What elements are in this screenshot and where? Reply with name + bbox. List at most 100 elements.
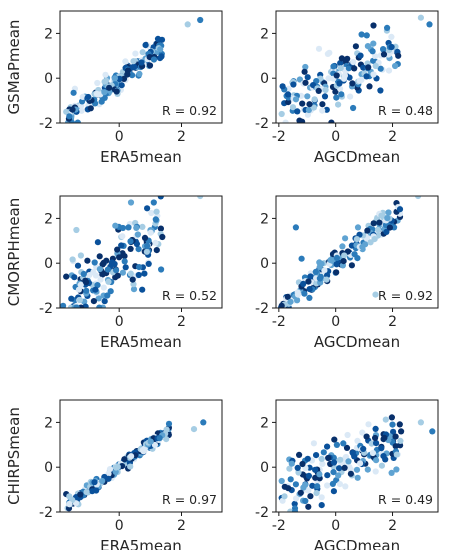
scatter-point	[383, 228, 390, 235]
scatter-point	[288, 460, 295, 467]
scatter-point	[305, 106, 312, 114]
scatter-point	[298, 255, 305, 262]
scatter-point	[392, 433, 399, 440]
scatter-point	[74, 262, 82, 269]
scatter-point	[286, 465, 293, 472]
scatter-point	[130, 281, 137, 288]
scatter-point	[292, 481, 299, 488]
scatter-point	[294, 108, 301, 115]
axes-frame	[275, 195, 439, 309]
y-tick-label: 2	[44, 26, 53, 42]
axes-frame	[59, 399, 223, 513]
scatter-point	[333, 94, 340, 101]
scatter-point	[279, 83, 286, 90]
scatter-point	[113, 464, 120, 471]
y-axis-label: GSMaPmean	[5, 20, 23, 115]
scatter-point	[393, 451, 400, 458]
scatter-point	[104, 266, 111, 273]
scatter-point	[319, 460, 326, 467]
scatter-point	[324, 472, 331, 479]
scatter-point	[348, 262, 355, 269]
scatter-point	[134, 231, 141, 238]
scatter-point	[305, 503, 312, 510]
scatter-point	[310, 440, 317, 447]
r-annotation: R = 0.49	[378, 492, 433, 507]
scatter-point	[371, 236, 378, 243]
scatter-point	[200, 419, 207, 426]
x-tick-label: -2	[272, 314, 286, 330]
scatter-point	[327, 257, 334, 264]
scatter-point	[337, 60, 344, 67]
x-axis-label: ERA5mean	[100, 148, 182, 166]
scatter-point	[91, 259, 98, 266]
scatter-point	[135, 246, 142, 253]
scatter-point	[304, 74, 311, 81]
scatter-point	[73, 226, 80, 234]
scatter-point	[156, 435, 163, 442]
scatter-point	[393, 466, 400, 473]
scatter-point	[77, 491, 84, 498]
scatter-point	[315, 45, 323, 52]
scatter-point	[357, 460, 364, 467]
scatter-point	[130, 286, 138, 293]
scatter-point	[323, 276, 330, 283]
scatter-point	[78, 107, 85, 114]
scatter-point	[133, 240, 140, 248]
scatter-point	[76, 296, 83, 304]
scatter-point	[306, 294, 313, 301]
scatter-point	[129, 276, 136, 283]
axes-frame	[59, 10, 223, 124]
scatter-point	[316, 275, 323, 282]
scatter-point	[372, 62, 379, 70]
scatter-point	[111, 260, 118, 268]
scatter-point	[342, 483, 349, 490]
scatter-point	[296, 76, 303, 83]
scatter-point	[345, 65, 352, 72]
x-axis-label: ERA5mean	[100, 537, 182, 550]
scatter-point	[145, 260, 152, 267]
scatter-point	[133, 224, 140, 231]
scatter-point	[148, 209, 155, 217]
scatter-point	[370, 22, 377, 29]
scatter-point	[91, 479, 98, 486]
scatter-point	[333, 261, 340, 268]
y-axis-label: CHIRPSmean	[5, 407, 23, 505]
scatter-point	[294, 464, 301, 471]
scatter-point	[119, 250, 126, 257]
scatter-point	[95, 295, 102, 302]
scatter-point	[127, 238, 134, 245]
scatter-point	[71, 274, 78, 281]
y-tick-label: 2	[260, 26, 269, 42]
x-tick-label: 2	[177, 518, 186, 534]
scatter-point	[101, 89, 108, 96]
scatter-point	[370, 220, 377, 227]
scatter-point	[80, 270, 87, 278]
scatter-point	[66, 493, 73, 500]
scatter-point	[282, 119, 289, 123]
scatter-point	[292, 224, 299, 231]
scatter-point	[113, 267, 120, 274]
scatter-point	[343, 444, 351, 451]
scatter-point	[319, 101, 326, 108]
scatter-point	[139, 223, 146, 230]
scatter-point	[307, 273, 314, 280]
scatter-points	[60, 196, 204, 308]
scatter-point	[111, 75, 118, 82]
x-tick-label: 2	[177, 129, 186, 145]
y-tick-label: -2	[39, 505, 53, 521]
scatter-point	[284, 293, 291, 300]
scatter-point	[94, 239, 101, 246]
scatter-point	[152, 216, 159, 223]
scatter-point	[378, 212, 385, 219]
scatter-point	[359, 429, 366, 436]
scatter-point	[337, 456, 344, 463]
y-tick-label: -2	[255, 116, 269, 132]
scatter-point	[359, 243, 366, 251]
r-annotation: R = 0.92	[378, 288, 433, 303]
scatter-point	[374, 226, 382, 233]
scatter-point	[139, 49, 146, 56]
scatter-point	[287, 476, 294, 483]
scatter-point	[301, 290, 308, 297]
scatter-point	[121, 456, 128, 463]
